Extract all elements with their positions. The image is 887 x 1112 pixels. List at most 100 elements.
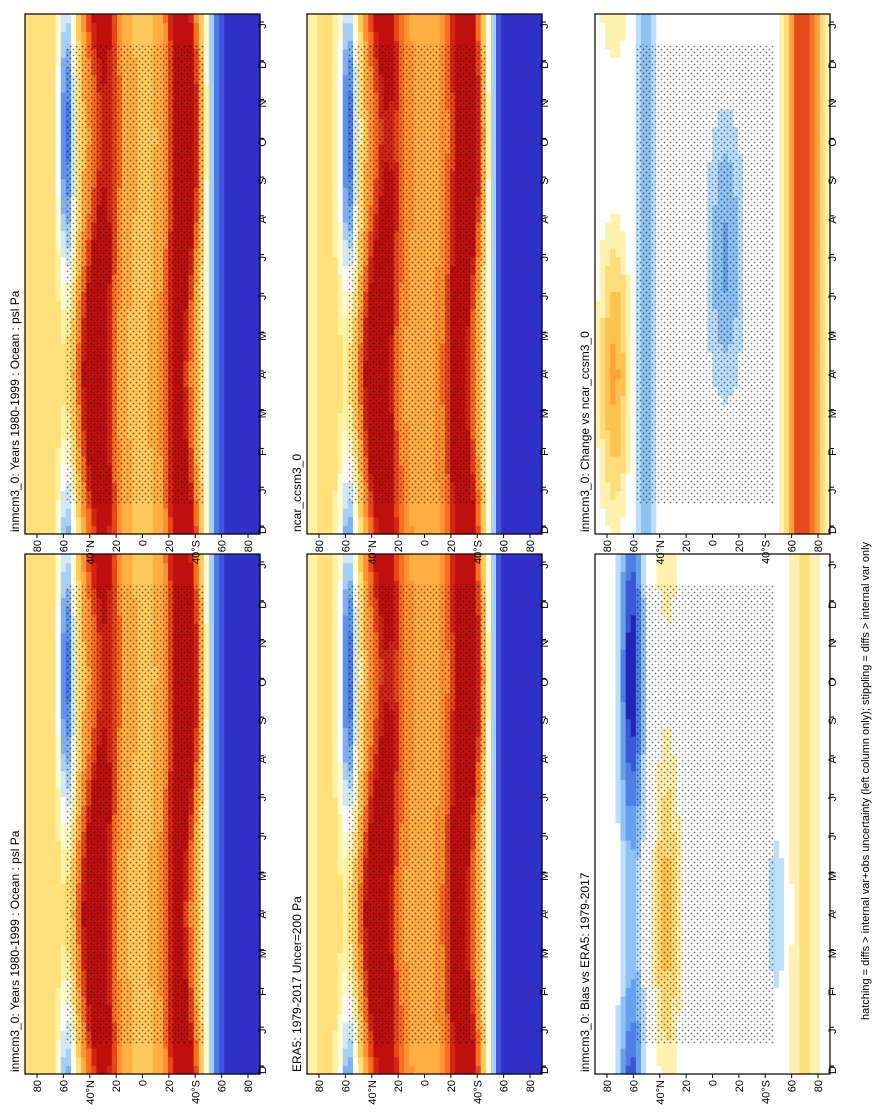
heatmap-cell xyxy=(142,508,149,518)
heatmap-cell xyxy=(137,14,144,24)
heatmap-cell xyxy=(45,438,52,448)
heatmap-cell xyxy=(45,161,52,171)
heatmap-cell xyxy=(40,779,47,789)
heatmap-cell xyxy=(162,31,169,41)
heatmap-cell xyxy=(50,848,57,858)
heatmap-cell xyxy=(35,926,41,936)
heatmap-cell xyxy=(76,554,82,564)
heatmap-cell xyxy=(229,1065,236,1075)
heatmap-cell xyxy=(224,952,230,962)
heatmap-cell xyxy=(45,317,52,327)
heatmap-cell xyxy=(208,753,215,763)
heatmap-cell xyxy=(60,490,67,500)
heatmap-cell xyxy=(208,554,215,564)
heatmap-cell xyxy=(25,580,31,590)
heatmap-cell xyxy=(40,508,47,518)
heatmap-cell xyxy=(40,360,47,370)
heatmap-cell xyxy=(214,649,220,659)
heatmap-cell xyxy=(214,753,220,763)
heatmap-cell xyxy=(86,22,93,32)
heatmap-cell xyxy=(55,265,62,275)
heatmap-cell xyxy=(50,944,57,954)
heatmap-cell xyxy=(106,14,113,24)
heatmap-cell xyxy=(45,796,52,806)
heatmap-cell xyxy=(60,438,67,448)
heatmap-cell xyxy=(25,92,31,102)
heatmap-cell xyxy=(101,22,108,32)
heatmap-cell xyxy=(60,404,67,414)
heatmap-cell xyxy=(116,1048,123,1058)
heatmap-cell xyxy=(45,152,52,162)
heatmap-cell xyxy=(45,100,52,110)
heatmap-cell xyxy=(35,473,41,483)
heatmap-cell xyxy=(35,874,41,884)
heatmap-cell xyxy=(40,900,47,910)
heatmap-cell xyxy=(224,684,230,694)
heatmap-cell xyxy=(234,814,241,824)
heatmap-cell xyxy=(249,779,256,789)
heatmap-cell xyxy=(55,571,62,581)
heatmap-cell xyxy=(60,360,67,370)
heatmap-cell xyxy=(50,40,57,50)
heatmap-cell xyxy=(168,22,174,32)
heatmap-cell xyxy=(35,100,41,110)
heatmap-cell xyxy=(208,1056,215,1066)
heatmap-cell xyxy=(35,282,41,292)
heatmap-cell xyxy=(244,710,251,720)
heatmap-cell xyxy=(25,482,31,492)
heatmap-cell xyxy=(50,430,57,440)
heatmap-cell xyxy=(244,684,251,694)
heatmap-cell xyxy=(208,736,215,746)
heatmap-cell xyxy=(234,918,241,928)
heatmap-cell xyxy=(70,14,77,24)
heatmap-cell xyxy=(55,239,62,249)
heatmap-cell xyxy=(55,710,62,720)
heatmap-cell xyxy=(208,412,215,422)
heatmap-cell xyxy=(35,753,41,763)
heatmap-cell xyxy=(50,265,57,275)
heatmap-cell xyxy=(173,508,179,518)
heatmap-cell xyxy=(40,710,47,720)
heatmap-cell xyxy=(239,1022,246,1032)
heatmap-cell xyxy=(45,1013,52,1023)
heatmap-cell xyxy=(219,970,225,980)
heatmap-cell xyxy=(96,1065,103,1075)
heatmap-cell xyxy=(35,1065,41,1075)
heatmap-cell xyxy=(203,499,210,509)
heatmap-cell xyxy=(50,814,57,824)
heatmap-cell xyxy=(60,204,67,214)
heatmap-cell xyxy=(147,508,154,518)
heatmap-cell xyxy=(224,580,230,590)
heatmap-cell xyxy=(40,248,47,258)
heatmap-cell xyxy=(229,961,236,971)
heatmap-cell xyxy=(55,900,62,910)
heatmap-cell xyxy=(45,857,52,867)
heatmap-cell xyxy=(203,334,210,344)
heatmap-cell xyxy=(188,22,195,32)
heatmap-cell xyxy=(60,727,67,737)
heatmap-cell xyxy=(50,744,57,754)
heatmap-cell xyxy=(45,736,52,746)
heatmap-cell xyxy=(214,952,220,962)
heatmap-cell xyxy=(55,135,62,145)
heatmap-cell xyxy=(50,404,57,414)
heatmap-cell xyxy=(81,14,87,24)
heatmap-cell xyxy=(208,508,215,518)
heatmap-cell xyxy=(234,762,241,772)
heatmap-cell xyxy=(96,1056,103,1066)
heatmap-cell xyxy=(203,135,210,145)
heatmap-cell xyxy=(35,848,41,858)
heatmap-cell xyxy=(45,343,52,353)
heatmap-cell xyxy=(239,614,246,624)
heatmap-cell xyxy=(178,14,184,24)
heatmap-cell xyxy=(25,831,31,841)
heatmap-cell xyxy=(203,1022,210,1032)
heatmap-cell xyxy=(106,31,113,41)
heatmap-cell xyxy=(244,744,251,754)
heatmap-cell xyxy=(239,675,246,685)
heatmap-cell xyxy=(30,796,36,806)
heatmap-cell xyxy=(254,614,261,624)
heatmap-cell xyxy=(76,516,82,526)
heatmap-panel-2: 80 60 40°N 20 0 20 40°S 60 80DJFMAMJJASONDJinmcm… xyxy=(8,13,269,565)
heatmap-cell xyxy=(198,571,205,581)
